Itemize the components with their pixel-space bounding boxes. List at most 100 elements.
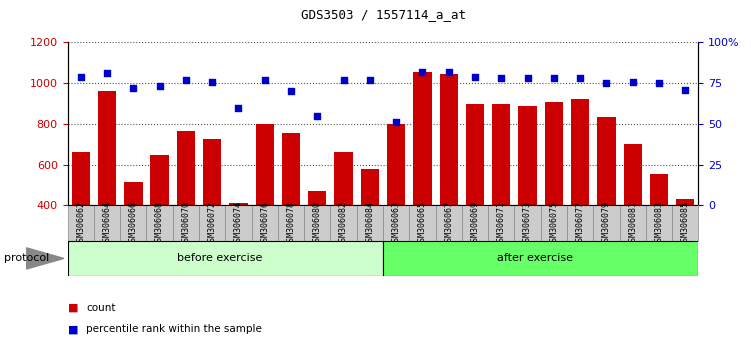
Bar bbox=[203, 139, 222, 287]
Bar bbox=[492, 103, 511, 287]
Bar bbox=[225, 205, 252, 241]
Bar bbox=[571, 99, 590, 287]
Bar bbox=[330, 205, 357, 241]
Point bbox=[206, 79, 219, 84]
Bar bbox=[413, 72, 432, 287]
Point bbox=[338, 77, 350, 83]
Text: protocol: protocol bbox=[4, 253, 49, 263]
Bar bbox=[150, 155, 169, 287]
Bar bbox=[68, 241, 383, 276]
Text: GSM306072: GSM306072 bbox=[208, 200, 216, 246]
Point bbox=[128, 85, 140, 91]
Bar bbox=[514, 205, 541, 241]
Bar bbox=[518, 105, 537, 287]
Bar bbox=[620, 205, 646, 241]
Bar bbox=[488, 205, 514, 241]
Polygon shape bbox=[26, 248, 64, 269]
Point bbox=[180, 77, 192, 83]
Text: GSM306074: GSM306074 bbox=[234, 200, 243, 246]
Bar bbox=[672, 205, 698, 241]
Bar bbox=[593, 205, 620, 241]
Bar bbox=[436, 205, 462, 241]
Point bbox=[653, 80, 665, 86]
Text: count: count bbox=[86, 303, 116, 313]
Text: GSM306068: GSM306068 bbox=[155, 200, 164, 246]
Text: GSM306062: GSM306062 bbox=[77, 200, 85, 246]
Text: percentile rank within the sample: percentile rank within the sample bbox=[86, 324, 262, 334]
Text: GSM306066: GSM306066 bbox=[129, 200, 137, 246]
Bar bbox=[98, 91, 116, 287]
Point bbox=[285, 88, 297, 94]
Text: GSM306073: GSM306073 bbox=[523, 200, 532, 246]
Bar bbox=[544, 102, 563, 287]
Text: GSM306069: GSM306069 bbox=[471, 200, 479, 246]
Bar bbox=[462, 205, 488, 241]
Point bbox=[233, 105, 245, 110]
Bar bbox=[646, 205, 672, 241]
Point bbox=[521, 75, 533, 81]
Point bbox=[679, 87, 691, 92]
Point bbox=[391, 119, 403, 125]
Point bbox=[101, 70, 113, 76]
Bar bbox=[308, 191, 327, 287]
Text: GSM306078: GSM306078 bbox=[287, 200, 295, 246]
Text: GSM306075: GSM306075 bbox=[550, 200, 558, 246]
Text: GSM306080: GSM306080 bbox=[313, 200, 321, 246]
Text: GSM306065: GSM306065 bbox=[418, 200, 427, 246]
Text: GSM306083: GSM306083 bbox=[655, 200, 663, 246]
Text: GSM306071: GSM306071 bbox=[497, 200, 505, 246]
Bar bbox=[94, 205, 120, 241]
Point bbox=[364, 77, 376, 83]
Point bbox=[496, 75, 508, 81]
Bar bbox=[439, 74, 458, 287]
Point bbox=[75, 74, 87, 80]
Bar bbox=[278, 205, 304, 241]
Bar bbox=[252, 205, 278, 241]
Text: GSM306081: GSM306081 bbox=[629, 200, 637, 246]
Text: GSM306067: GSM306067 bbox=[445, 200, 453, 246]
Point bbox=[416, 69, 428, 75]
Bar bbox=[650, 174, 668, 287]
Text: GSM306063: GSM306063 bbox=[392, 200, 400, 246]
Bar bbox=[71, 152, 90, 287]
Text: GSM306082: GSM306082 bbox=[339, 200, 348, 246]
Text: GSM306070: GSM306070 bbox=[182, 200, 190, 246]
Text: after exercise: after exercise bbox=[497, 253, 574, 263]
Bar bbox=[466, 103, 484, 287]
Bar bbox=[334, 152, 353, 287]
Bar bbox=[360, 169, 379, 287]
Point bbox=[575, 75, 587, 81]
Bar bbox=[124, 182, 143, 287]
Bar bbox=[597, 117, 616, 287]
Bar bbox=[282, 133, 300, 287]
Text: GSM306077: GSM306077 bbox=[576, 200, 584, 246]
Text: GSM306076: GSM306076 bbox=[261, 200, 269, 246]
Text: GDS3503 / 1557114_a_at: GDS3503 / 1557114_a_at bbox=[300, 8, 466, 21]
Text: GSM306064: GSM306064 bbox=[103, 200, 111, 246]
Point bbox=[626, 79, 638, 84]
Bar bbox=[383, 205, 409, 241]
Text: ■: ■ bbox=[68, 324, 78, 334]
Bar bbox=[255, 124, 274, 287]
Text: GSM306079: GSM306079 bbox=[602, 200, 611, 246]
Bar bbox=[357, 205, 383, 241]
Bar bbox=[173, 205, 199, 241]
Point bbox=[469, 74, 481, 80]
Bar bbox=[409, 205, 436, 241]
Bar bbox=[387, 124, 406, 287]
Bar bbox=[199, 205, 225, 241]
Text: ■: ■ bbox=[68, 303, 78, 313]
Text: GSM306084: GSM306084 bbox=[366, 200, 374, 246]
Text: GSM306085: GSM306085 bbox=[681, 200, 689, 246]
Bar bbox=[623, 144, 642, 287]
Point bbox=[258, 77, 271, 83]
Bar bbox=[120, 205, 146, 241]
Bar bbox=[229, 203, 248, 287]
Point bbox=[548, 75, 560, 81]
Bar bbox=[146, 205, 173, 241]
Point bbox=[601, 80, 613, 86]
Bar bbox=[383, 241, 698, 276]
Bar bbox=[676, 199, 695, 287]
Point bbox=[443, 69, 455, 75]
Bar bbox=[176, 131, 195, 287]
